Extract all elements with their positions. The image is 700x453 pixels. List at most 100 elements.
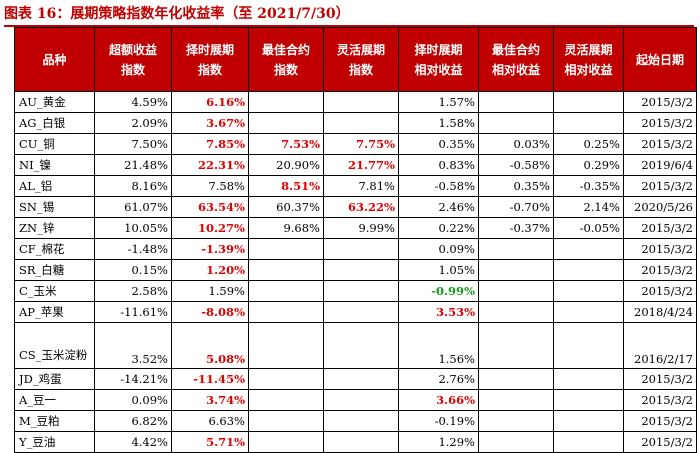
- table-cell: -0.05%: [553, 217, 624, 239]
- table-row: AU_黄金 4.59% 6.16% 1.57% 2015/3/2: [14, 91, 697, 113]
- table-cell: 0.83%: [398, 154, 479, 176]
- table-row: CS_玉米淀粉 3.52% 5.08% 1.56% 2016/2/17: [14, 322, 697, 369]
- table-cell: 0.09%: [398, 238, 479, 260]
- table-row: A_豆一 0.09% 3.74% 3.66% 2015/3/2: [14, 389, 697, 411]
- table-cell: 6.82%: [94, 410, 172, 432]
- commodity-name: C_玉米: [14, 280, 95, 302]
- commodity-name: ZN_锌: [14, 217, 95, 239]
- table-cell: 2015/3/2: [623, 238, 697, 260]
- table-cell: [323, 322, 399, 369]
- table-cell: [478, 322, 554, 369]
- table-cell: 2015/3/2: [623, 175, 697, 197]
- table-row: ZN_锌 10.05% 10.27% 9.68% 9.99% 0.22% -0.37% -0.…: [14, 217, 697, 239]
- commodity-name: CS_玉米淀粉: [14, 322, 95, 369]
- table-cell: [323, 259, 399, 281]
- table-cell: -0.99%: [398, 280, 479, 302]
- table-cell: 63.22%: [323, 196, 399, 218]
- table-cell: [248, 301, 324, 323]
- table-cell: 6.63%: [171, 410, 249, 432]
- table-row: SN_锡 61.07% 63.54% 60.37% 63.22% 2.46% -0.70% 2…: [14, 196, 697, 218]
- table-cell: 6.16%: [171, 91, 249, 113]
- table-cell: 61.07%: [94, 196, 172, 218]
- table-cell: -1.48%: [94, 238, 172, 260]
- commodity-name: AG_白银: [14, 112, 95, 134]
- table-cell: 1.59%: [171, 280, 249, 302]
- table-cell: [553, 389, 624, 411]
- table-cell: 0.03%: [478, 133, 554, 155]
- table-cell: [323, 410, 399, 432]
- table-cell: [323, 389, 399, 411]
- table-cell: 2015/3/2: [623, 410, 697, 432]
- commodity-name: CU_铜: [14, 133, 95, 155]
- table-cell: 60.37%: [248, 196, 324, 218]
- table-cell: 7.50%: [94, 133, 172, 155]
- table-cell: 2.09%: [94, 112, 172, 134]
- table-cell: [553, 238, 624, 260]
- table-cell: 7.53%: [248, 133, 324, 155]
- table-row: SR_白糖 0.15% 1.20% 1.05% 2015/3/2: [14, 259, 697, 281]
- table-cell: [553, 431, 624, 453]
- table-cell: 0.22%: [398, 217, 479, 239]
- table-row: AG_白银 2.09% 3.67% 1.58% 2015/3/2: [14, 112, 697, 134]
- table-cell: [248, 431, 324, 453]
- table-cell: 5.08%: [171, 322, 249, 369]
- table-cell: 1.29%: [398, 431, 479, 453]
- table-cell: 8.16%: [94, 175, 172, 197]
- table-cell: [478, 259, 554, 281]
- table-row: AP_苹果 -11.61% -8.08% 3.53% 2018/4/24: [14, 301, 697, 323]
- table-cell: 9.99%: [323, 217, 399, 239]
- table-cell: 7.85%: [171, 133, 249, 155]
- table-cell: 20.90%: [248, 154, 324, 176]
- column-header: 择时展期 相对收益: [398, 27, 479, 92]
- table-cell: 2015/3/2: [623, 112, 697, 134]
- table-cell: 2.76%: [398, 368, 479, 390]
- table-cell: 63.54%: [171, 196, 249, 218]
- column-header: 最佳合约 相对收益: [478, 27, 554, 92]
- table-cell: 0.35%: [398, 133, 479, 155]
- table-cell: 2020/5/26: [623, 196, 697, 218]
- table-cell: [323, 112, 399, 134]
- table-cell: 0.09%: [94, 389, 172, 411]
- table-cell: -11.45%: [171, 368, 249, 390]
- table-row: C_玉米 2.58% 1.59% -0.99% 2015/3/2: [14, 280, 697, 302]
- table-cell: 2015/3/2: [623, 368, 697, 390]
- table-cell: -0.35%: [553, 175, 624, 197]
- table-cell: [553, 368, 624, 390]
- column-header: 品种: [14, 27, 95, 92]
- table-cell: [553, 280, 624, 302]
- table-cell: 1.05%: [398, 259, 479, 281]
- table-cell: [553, 91, 624, 113]
- table-cell: 2015/3/2: [623, 91, 697, 113]
- table-cell: [478, 389, 554, 411]
- table-cell: -11.61%: [94, 301, 172, 323]
- table-cell: 1.58%: [398, 112, 479, 134]
- table-cell: 3.74%: [171, 389, 249, 411]
- table-cell: 0.15%: [94, 259, 172, 281]
- table-cell: 2015/3/2: [623, 217, 697, 239]
- table-cell: 3.67%: [171, 112, 249, 134]
- header-row: 品种 超额收益 指数 择时展期 指数 最佳合约 指数 灵活展期 指数 择时展期 相对收益 最佳合约 相对…: [14, 27, 697, 92]
- column-header: 灵活展期 相对收益: [553, 27, 624, 92]
- table-cell: [478, 431, 554, 453]
- table-cell: 5.71%: [171, 431, 249, 453]
- table-cell: 2015/3/2: [623, 280, 697, 302]
- table-cell: [248, 368, 324, 390]
- table-cell: [323, 280, 399, 302]
- table-row: AL_铝 8.16% 7.58% 8.51% 7.81% -0.58% 0.35% -0.35…: [14, 175, 697, 197]
- table-cell: 4.59%: [94, 91, 172, 113]
- table-cell: 0.25%: [553, 133, 624, 155]
- table-cell: [478, 112, 554, 134]
- column-header: 超额收益 指数: [94, 27, 172, 92]
- table-header: 品种 超额收益 指数 择时展期 指数 最佳合约 指数 灵活展期 指数 择时展期 相对收益 最佳合约 相对…: [14, 27, 697, 92]
- commodity-name: AL_铝: [14, 175, 95, 197]
- table-cell: -1.39%: [171, 238, 249, 260]
- table-cell: -0.58%: [398, 175, 479, 197]
- column-header: 最佳合约 指数: [248, 27, 324, 92]
- table-cell: -0.70%: [478, 196, 554, 218]
- table-cell: 2.46%: [398, 196, 479, 218]
- table-cell: [478, 91, 554, 113]
- returns-table: 品种 超额收益 指数 择时展期 指数 最佳合约 指数 灵活展期 指数 择时展期 相对收益 最佳合约 相对…: [14, 27, 697, 453]
- table-cell: [323, 91, 399, 113]
- table-cell: 22.31%: [171, 154, 249, 176]
- column-header: 灵活展期 指数: [323, 27, 399, 92]
